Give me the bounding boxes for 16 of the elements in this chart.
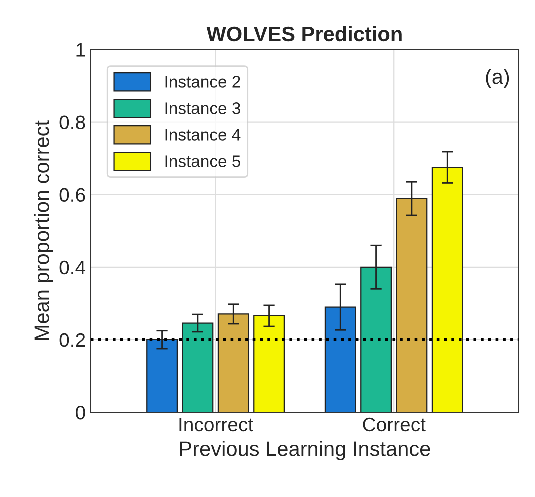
y-tick-label: 0.8	[60, 116, 86, 130]
y-axis-title: Mean proportion correct	[34, 120, 54, 340]
y-tick-label: 0	[76, 406, 86, 420]
chart-title: WOLVES Prediction	[206, 26, 402, 42]
legend-label: Instance 3	[166, 102, 240, 114]
y-tick-label: 1	[76, 43, 86, 57]
legend-label: Instance 2	[166, 76, 240, 88]
x-axis-title: Previous Learning Instance	[180, 441, 430, 460]
y-tick-label: 0.2	[60, 333, 86, 348]
legend-label: Instance 4	[166, 129, 241, 141]
x-tick-label: Correct	[363, 418, 426, 432]
y-tick-label: 0.4	[60, 260, 86, 275]
annotation: (a)	[486, 69, 510, 88]
legend-label: Instance 5	[166, 156, 240, 168]
y-tick-label: 0.6	[60, 188, 86, 202]
x-tick-label: Incorrect	[180, 418, 254, 432]
